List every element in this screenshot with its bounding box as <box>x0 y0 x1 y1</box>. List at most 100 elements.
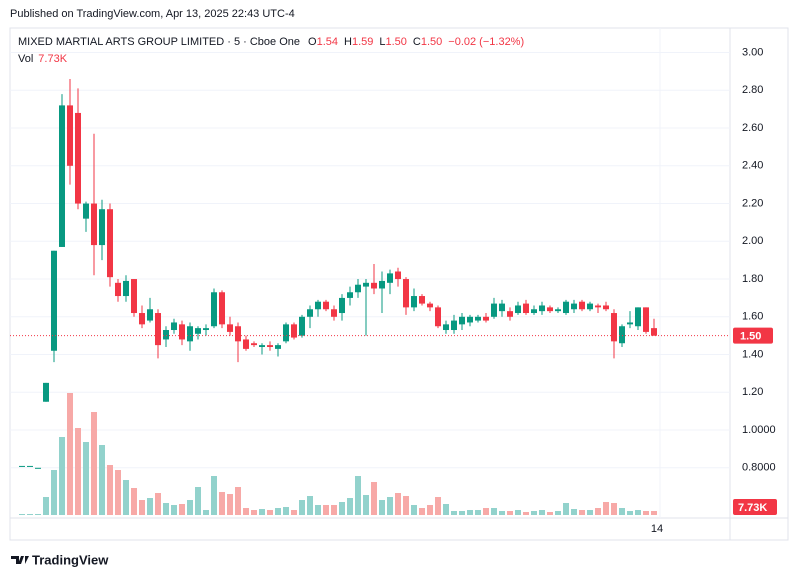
candle-body <box>75 112 81 204</box>
volume-bar <box>171 505 177 515</box>
candle-body <box>251 343 257 346</box>
volume-bar <box>163 503 169 515</box>
y-tick-label: 1.20 <box>742 386 763 398</box>
candle-body <box>43 382 49 402</box>
volume-bar <box>547 512 553 515</box>
legend-key: H <box>344 36 352 48</box>
volume-bar <box>595 508 601 515</box>
volume-bar <box>227 494 233 515</box>
candle-body <box>139 313 145 325</box>
candle <box>291 322 297 340</box>
candle <box>603 301 609 312</box>
legend-value: 1.50 <box>386 36 407 48</box>
candle <box>491 297 497 319</box>
candle-body <box>547 307 553 312</box>
volume-bar <box>443 504 449 515</box>
candle <box>387 269 393 295</box>
candle <box>259 343 265 355</box>
candle <box>123 275 129 302</box>
volume-bar <box>43 497 49 515</box>
candle-body <box>435 307 441 327</box>
volume-bar <box>587 510 593 515</box>
candle <box>315 299 321 317</box>
volume-bar <box>67 393 73 515</box>
candle <box>595 303 601 314</box>
candle-body <box>523 303 529 314</box>
candle-body <box>19 465 25 467</box>
logo-icon <box>11 556 29 564</box>
candle <box>35 467 41 469</box>
legend-value: 1.50 <box>421 36 442 48</box>
volume-bar <box>483 508 489 515</box>
volume-bar <box>411 505 417 515</box>
y-tick-label: 0.8000 <box>742 462 776 474</box>
candle <box>443 320 449 334</box>
candle <box>59 94 65 247</box>
volume-bar <box>339 502 345 515</box>
candle <box>563 299 569 315</box>
candle <box>227 316 233 336</box>
candle-body <box>643 307 649 332</box>
volume-bar <box>451 511 457 515</box>
chart-title: MIXED MARTIAL ARTS GROUP LIMITED · 5 · C… <box>18 36 524 48</box>
volume-bar <box>651 510 657 515</box>
candle <box>179 320 185 346</box>
y-tick-label: 2.40 <box>742 160 763 172</box>
candle <box>307 305 313 329</box>
volume-bar <box>371 482 377 515</box>
candle-body <box>459 316 465 325</box>
candle <box>635 307 641 331</box>
candle <box>99 199 105 261</box>
candle-body <box>227 324 233 332</box>
candle-body <box>371 282 377 289</box>
candle <box>587 301 593 312</box>
candle-body <box>475 316 481 321</box>
y-tick-label: 2.00 <box>742 235 763 247</box>
volume-bar <box>243 508 249 515</box>
y-tick-label: 2.60 <box>742 122 763 134</box>
candle <box>611 309 617 359</box>
candle <box>523 299 529 315</box>
volume-bar <box>459 511 465 515</box>
candle-body <box>83 203 89 219</box>
candle <box>187 322 193 351</box>
volume-bar <box>267 510 273 515</box>
candle <box>395 267 401 287</box>
candle-body <box>579 301 585 310</box>
brand-name: TradingView <box>32 552 109 567</box>
volume-bar <box>259 509 265 515</box>
volume-bar <box>403 496 409 515</box>
candle <box>211 288 217 329</box>
volume-bar <box>507 511 513 515</box>
volume-bar <box>611 503 617 515</box>
candle <box>163 326 169 348</box>
candle <box>627 311 633 329</box>
volume-legend-part: Vol <box>18 53 33 65</box>
legend-key: C <box>413 36 421 48</box>
volume-bar <box>635 510 641 515</box>
legend-value: 1.54 <box>317 36 338 48</box>
candle-body <box>595 305 601 308</box>
volume-bar <box>427 505 433 515</box>
candle-body <box>563 301 569 314</box>
title: MIXED MARTIAL ARTS GROUP LIMITED · 5 · C… <box>18 36 300 48</box>
candle <box>147 297 153 323</box>
volume-bar <box>27 514 33 515</box>
candle <box>515 301 521 315</box>
volume-bar <box>179 504 185 515</box>
brand-logo: TradingView <box>11 552 109 567</box>
candle-body <box>427 303 433 308</box>
volume-bar <box>83 442 89 515</box>
volume-bar <box>643 511 649 515</box>
volume-bar <box>307 496 313 515</box>
candle-body <box>259 345 265 348</box>
candle <box>27 465 33 467</box>
candle-body <box>347 292 353 298</box>
volume-bar <box>435 497 441 515</box>
candle-body <box>307 309 313 317</box>
candle-body <box>555 309 561 312</box>
candle <box>643 307 649 334</box>
candle-body <box>587 303 593 310</box>
candle <box>19 465 25 467</box>
candle-body <box>123 280 129 297</box>
